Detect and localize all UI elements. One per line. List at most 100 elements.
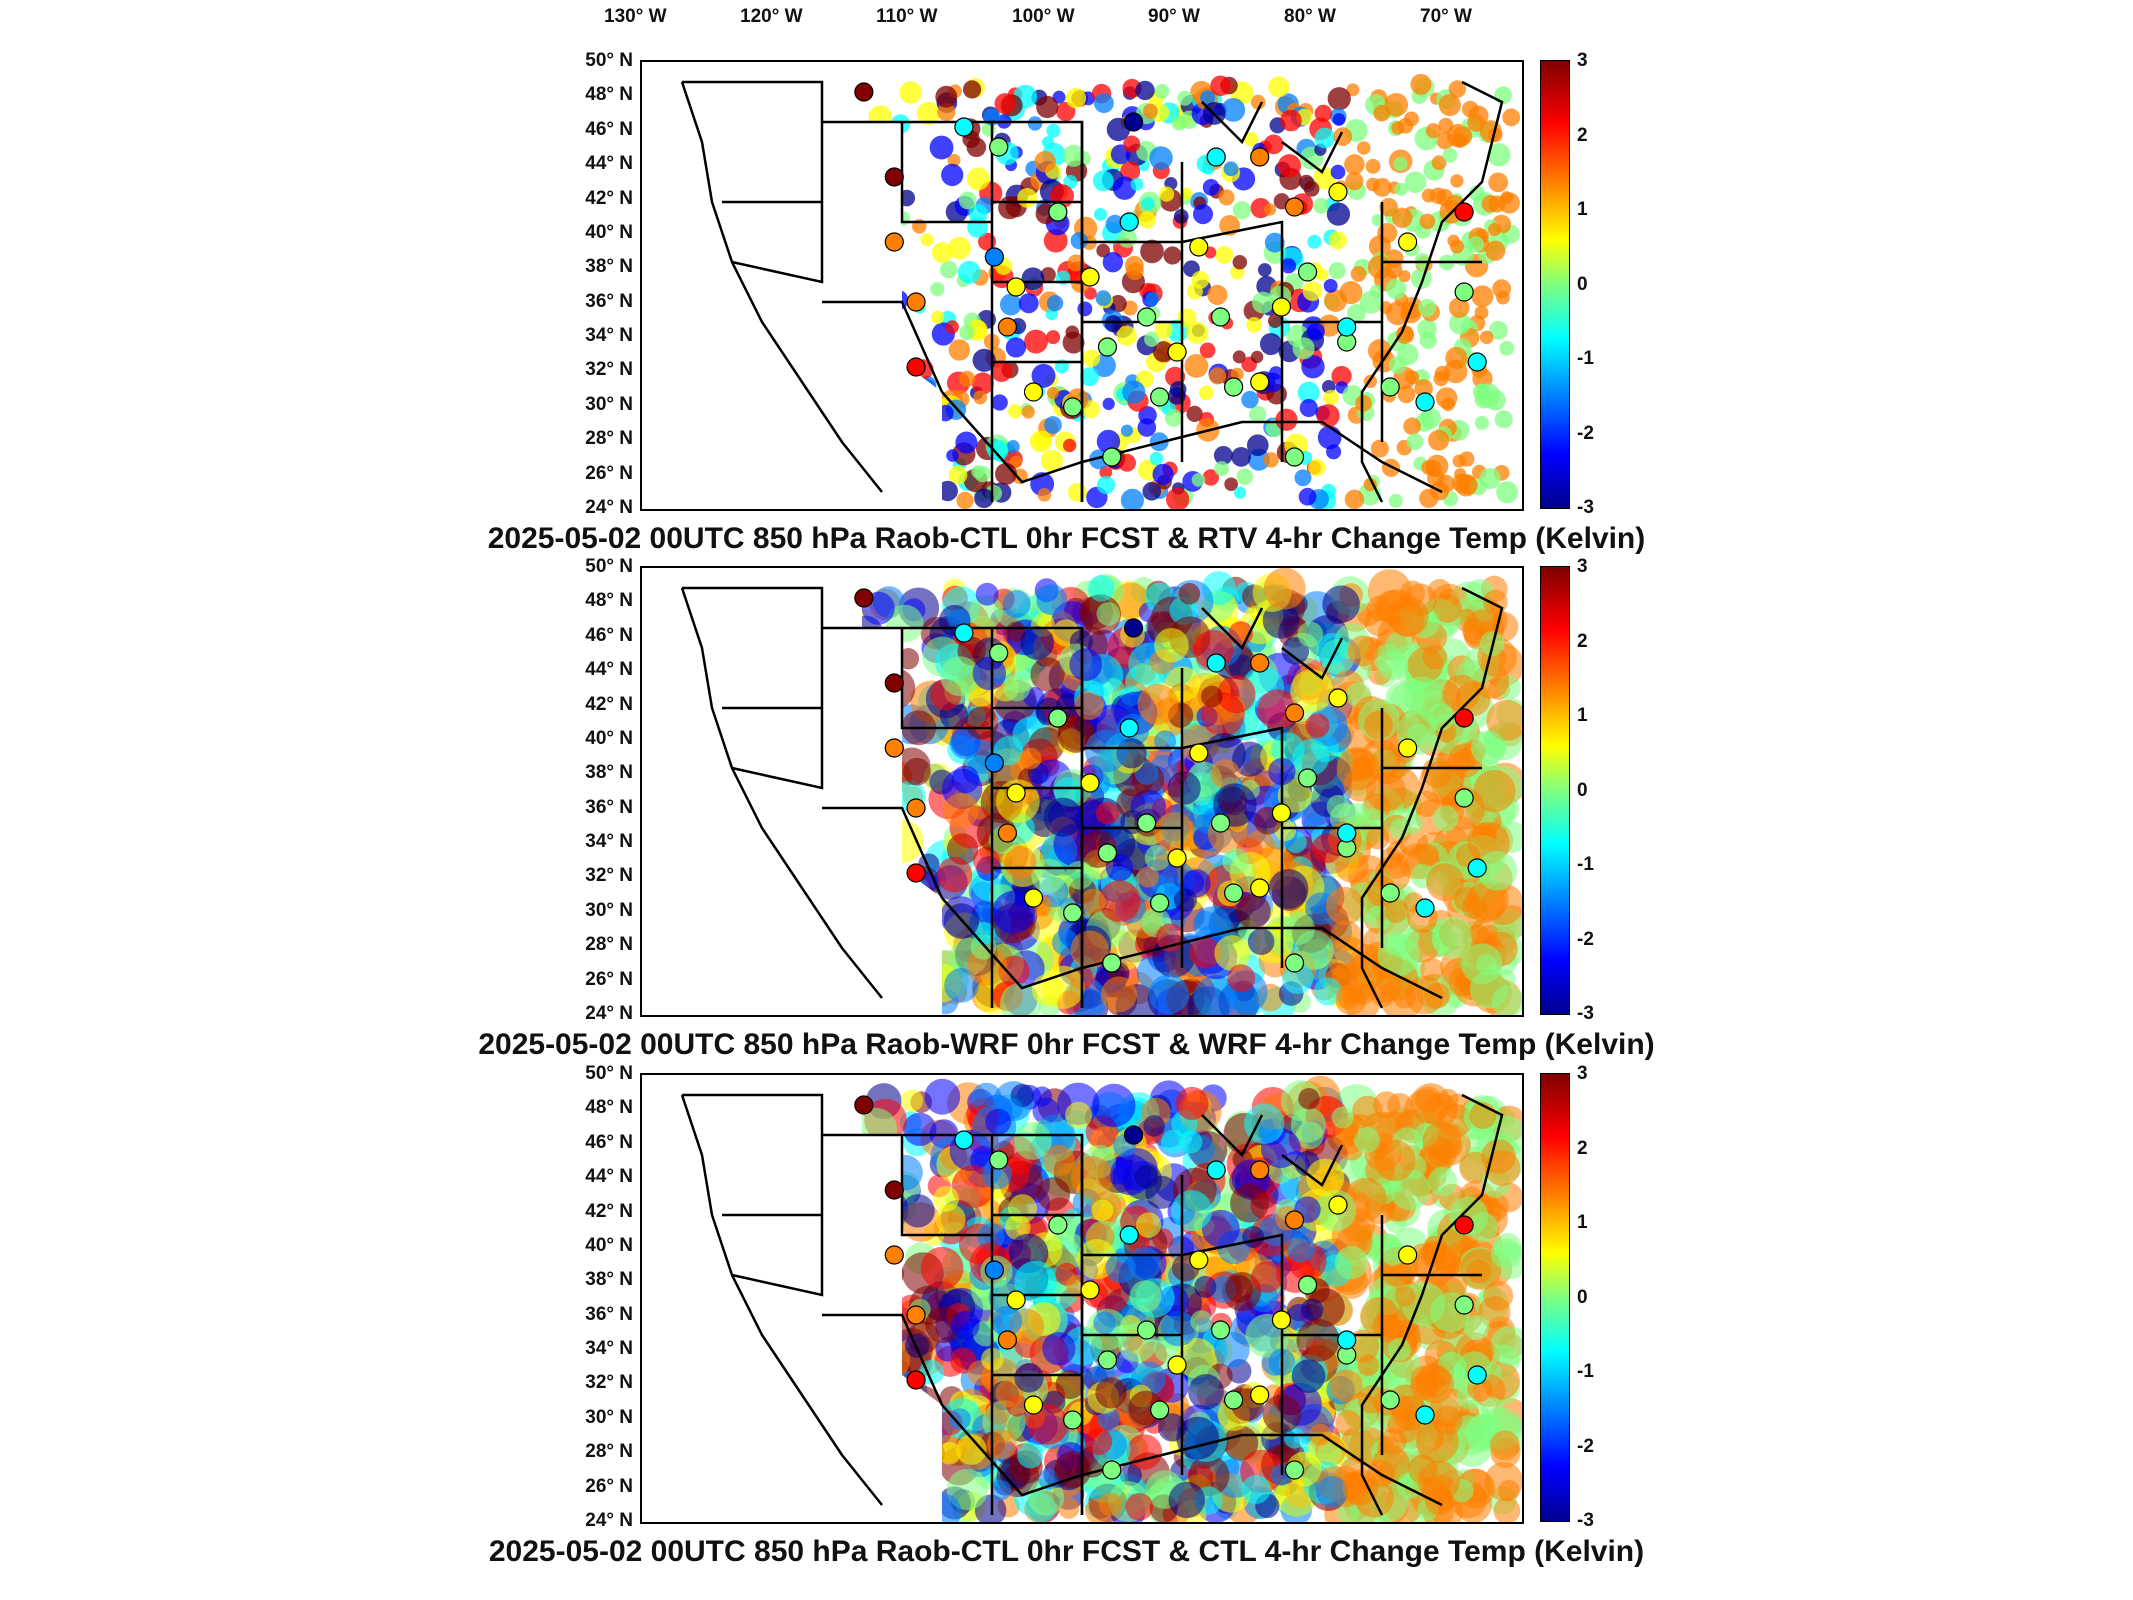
field-cell	[1450, 174, 1464, 188]
field-cell	[1322, 585, 1360, 623]
field-cell	[1186, 405, 1203, 423]
field-cell	[1095, 1377, 1127, 1409]
latitude-label: 30° N	[585, 1406, 633, 1428]
field-cell	[1330, 164, 1346, 180]
field-cell	[1129, 1280, 1162, 1313]
field-cell	[1194, 1275, 1217, 1298]
raob-station-marker	[1454, 708, 1474, 728]
field-cell	[1250, 94, 1266, 110]
field-cell	[1024, 329, 1048, 354]
latitude-label: 44° N	[585, 153, 633, 175]
field-cell	[1208, 367, 1227, 385]
field-cell	[1250, 350, 1264, 364]
field-cell	[1280, 109, 1302, 132]
field-cell	[948, 465, 968, 485]
field-cell	[935, 1204, 966, 1235]
field-cell	[1257, 263, 1272, 277]
field-cell	[1449, 312, 1472, 335]
colorbar-tick: -2	[1577, 1435, 1594, 1457]
latitude-label: 46° N	[585, 624, 633, 646]
raob-station-marker	[1284, 1460, 1305, 1480]
field-cell	[925, 1306, 962, 1344]
field-cell	[1192, 204, 1214, 225]
field-cell	[1065, 860, 1094, 890]
field-cell	[1342, 1469, 1379, 1506]
field-cell	[1234, 486, 1247, 499]
field-cell	[1493, 1497, 1521, 1522]
latitude-label: 42° N	[585, 187, 633, 209]
field-cell	[1112, 176, 1137, 200]
raob-station-marker	[1297, 262, 1318, 282]
field-cell	[1360, 1296, 1399, 1336]
field-cell	[1419, 331, 1437, 349]
colorbar-tick: 3	[1577, 1063, 1588, 1084]
field-cell	[904, 1333, 930, 1358]
boundary-line	[1360, 586, 1504, 1009]
field-cell	[1488, 172, 1509, 193]
field-cell	[1377, 222, 1398, 244]
field-cell	[1164, 409, 1183, 427]
field-cell	[1119, 1463, 1142, 1486]
field-cell	[948, 236, 971, 260]
field-cell	[1438, 93, 1461, 117]
colorbar-tick: 0	[1577, 273, 1588, 295]
field-cell	[985, 1108, 1012, 1135]
field-cell	[929, 135, 954, 160]
field-cell	[1200, 90, 1216, 106]
field-cell	[1202, 469, 1220, 486]
field-cell	[916, 101, 941, 126]
field-cell	[1014, 1260, 1057, 1303]
field-cell	[1286, 1234, 1315, 1263]
field-cell	[991, 394, 1008, 411]
field-cell	[1331, 1106, 1354, 1129]
field-cell	[1489, 1326, 1522, 1366]
field-cell	[1117, 228, 1137, 248]
field-cell	[1335, 849, 1369, 883]
field-cell	[1065, 87, 1087, 109]
field-cell	[1093, 93, 1114, 113]
latitude-label: 38° N	[585, 1269, 633, 1291]
latitude-label: 26° N	[585, 968, 633, 990]
field-cell	[1189, 936, 1221, 969]
field-cell	[1142, 481, 1162, 501]
raob-station-marker	[1284, 447, 1305, 467]
raob-station-marker	[984, 1260, 1004, 1280]
field-cell	[975, 582, 999, 606]
raob-station-marker	[1080, 773, 1100, 793]
field-cell	[1199, 342, 1216, 359]
field-cell	[1396, 343, 1419, 366]
field-cell	[1345, 172, 1364, 191]
field-cell	[1307, 234, 1322, 249]
field-cell	[1043, 1144, 1075, 1177]
field-cell	[1214, 461, 1230, 477]
field-cell	[1043, 228, 1068, 253]
raob-station-marker	[1167, 848, 1187, 868]
field-cell	[1277, 778, 1312, 813]
field-cell	[1175, 1086, 1209, 1120]
field-cell	[1096, 475, 1116, 495]
field-cell	[1421, 460, 1437, 475]
field-cell	[1428, 429, 1450, 451]
longitude-label: 110° W	[876, 6, 938, 27]
field-cell	[1419, 488, 1439, 508]
raob-station-marker	[1189, 743, 1209, 763]
field-cell	[1191, 473, 1206, 487]
field-cell	[1201, 685, 1223, 708]
field-cell	[1313, 977, 1343, 1006]
raob-station-marker	[1415, 898, 1435, 918]
raob-station-marker	[1137, 307, 1157, 327]
field-cell	[1455, 681, 1491, 717]
field-cell	[1331, 365, 1352, 387]
field-cell	[1335, 1409, 1362, 1436]
field-cell	[1474, 305, 1489, 320]
field-cell	[1448, 297, 1470, 318]
field-cell	[1483, 1280, 1514, 1311]
field-cell	[1036, 95, 1059, 119]
latitude-label: 38° N	[585, 256, 633, 278]
raob-station-marker	[1467, 858, 1487, 878]
field-cell	[1308, 458, 1326, 477]
field-cell	[1473, 769, 1516, 813]
field-cell	[1120, 424, 1134, 437]
raob-station-marker	[1223, 1390, 1244, 1410]
latitude-label: 44° N	[585, 1166, 633, 1188]
